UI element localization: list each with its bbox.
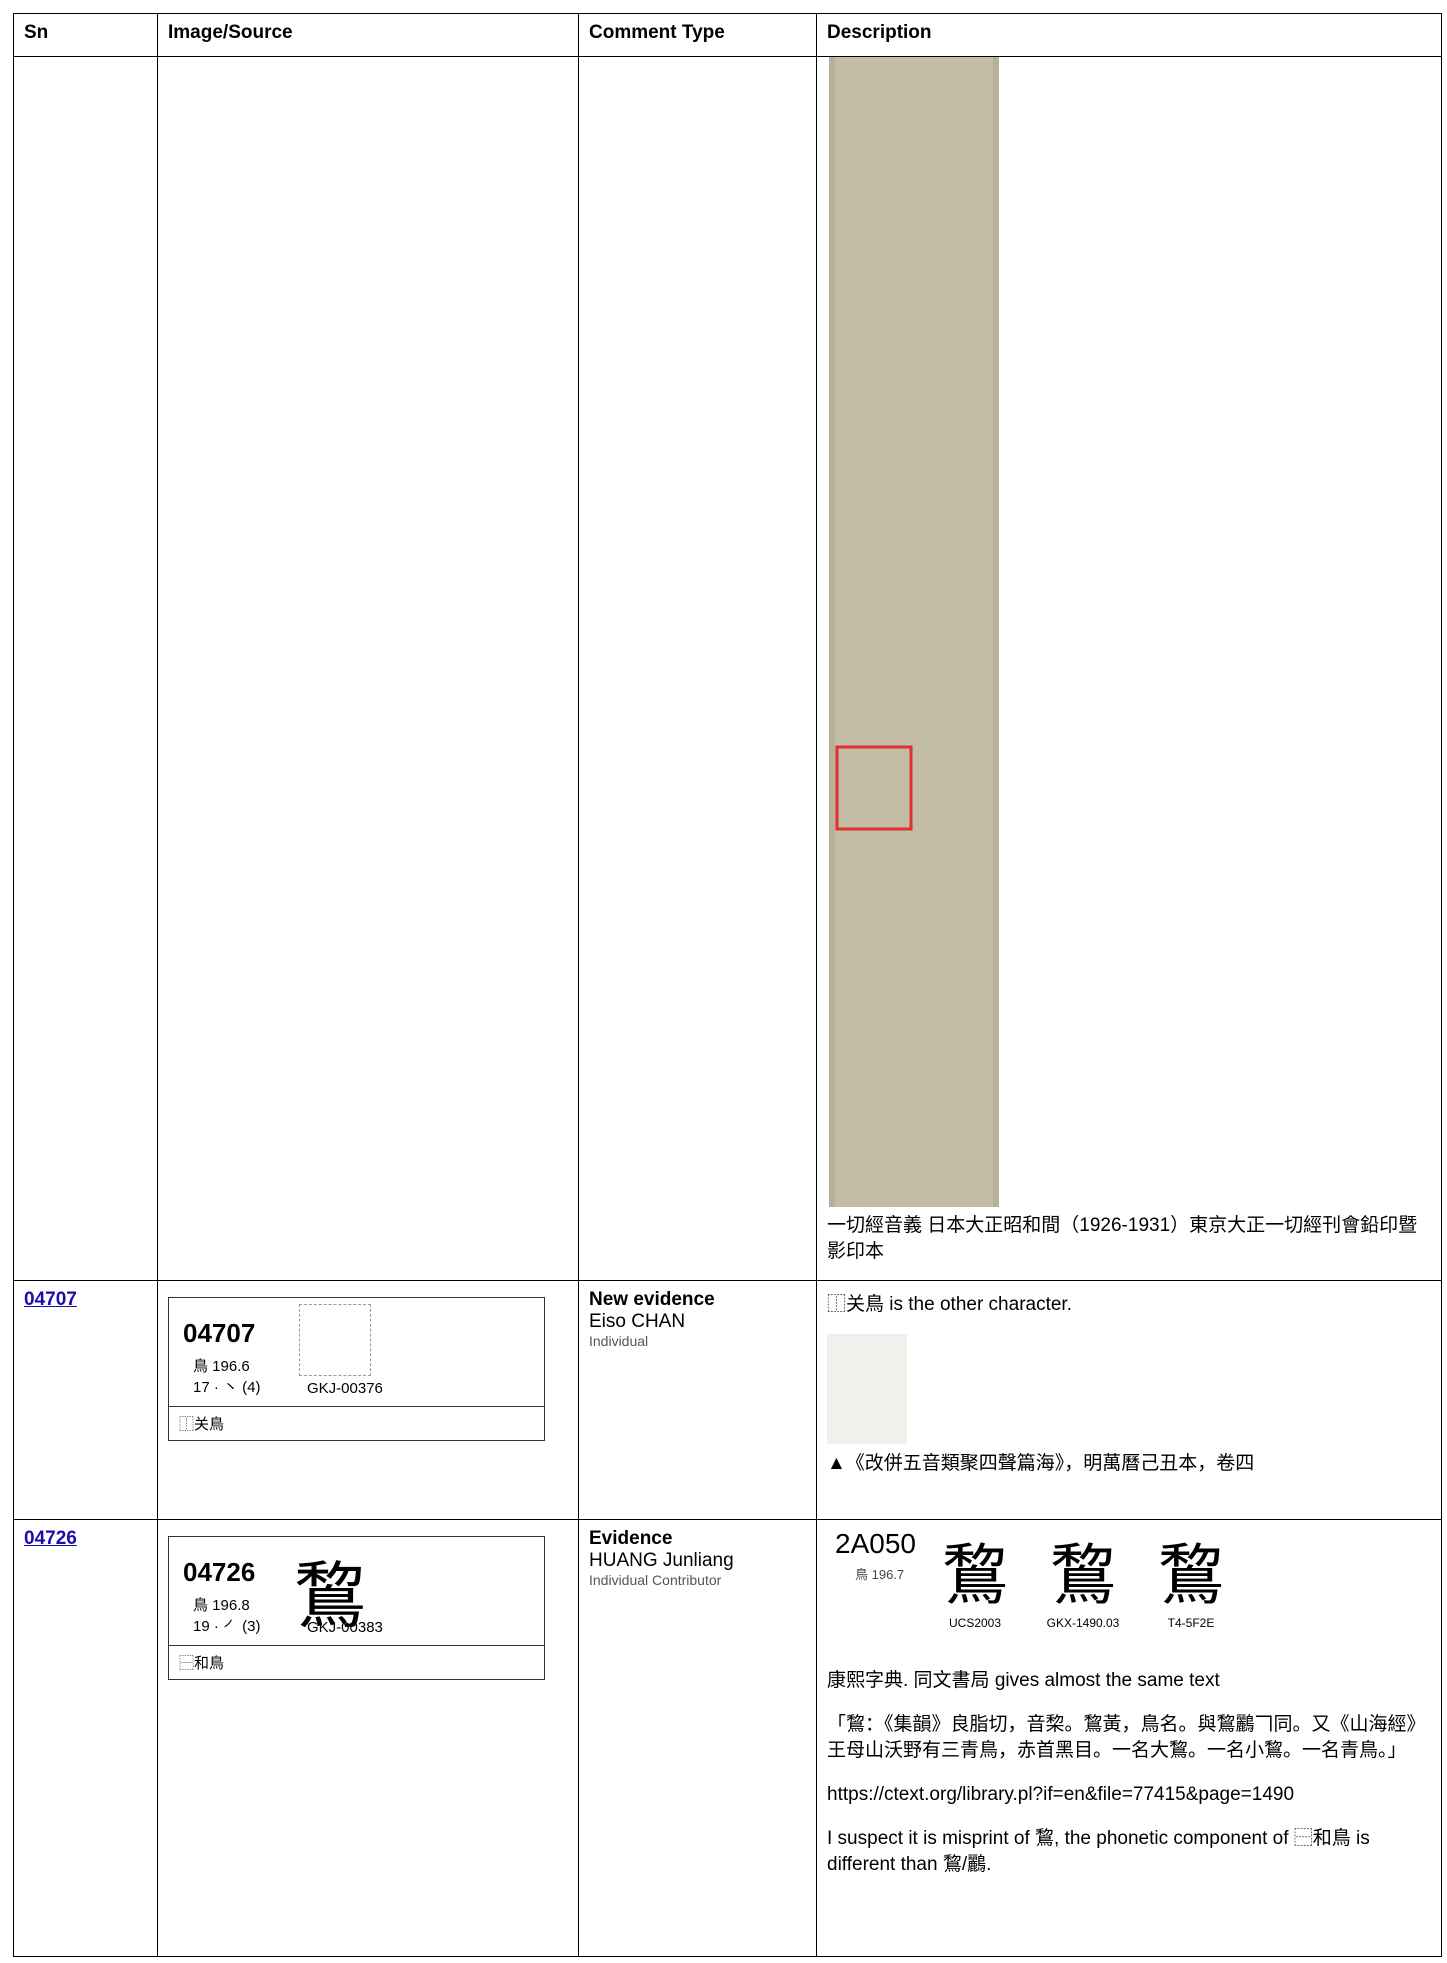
row: 04726 04726 鵹 鳥 196.8 19 · ㇒ (3) GKJ-003…: [13, 1519, 1442, 1957]
cell: [13, 56, 158, 1281]
glyph-label: UCS2003: [948, 1616, 1002, 1630]
row: 04707 04707 鳥 196.6 17 · ㇔ (4) GKJ-00376…: [13, 1280, 1442, 1520]
cell: 2A050 鳥 196.7 鵹 UCS2003 鵹 GKX-1490.03 鵹 T4-5F…: [816, 1519, 1442, 1957]
cell: New evidence Eiso CHAN Individual: [578, 1280, 817, 1520]
cell: 04726: [13, 1519, 158, 1957]
evidence-image: [827, 1334, 907, 1444]
panel-radical: 鳥 196.7: [855, 1567, 905, 1582]
author: HUANG Junliang: [589, 1550, 734, 1571]
glyph: 鵹: [1050, 1537, 1116, 1614]
header-cell: Comment Type: [578, 13, 817, 57]
cell: 04707: [13, 1280, 158, 1520]
paragraph: I suspect it is misprint of 鵹, the phone…: [827, 1828, 1370, 1875]
row: 一切經音義 日本大正昭和間（1926-1931）東京大正一切經刊會鉛印暨影印本: [13, 56, 1442, 1281]
cell: 04707 鳥 196.6 17 · ㇔ (4) GKJ-00376 ⿰关鳥: [157, 1280, 579, 1520]
header-cell: Image/Source: [157, 13, 579, 57]
glyph-card: 04726 鵹 鳥 196.8 19 · ㇒ (3) GKJ-00383 ⿱和鳥: [168, 1536, 545, 1680]
card-ids: ⿱和鳥: [169, 1645, 544, 1679]
paragraph: https://ctext.org/library.pl?if=en&file=…: [827, 1784, 1295, 1805]
author: Eiso CHAN: [589, 1311, 686, 1332]
role: Individual: [589, 1333, 649, 1349]
cell: 04726 鵹 鳥 196.8 19 · ㇒ (3) GKJ-00383 ⿱和鳥: [157, 1519, 579, 1957]
sn-link[interactable]: 04726: [24, 1528, 77, 1549]
header-cell: Sn: [13, 13, 158, 57]
card-strokes: 17 · ㇔ (4): [193, 1379, 261, 1396]
glyph: 鵹: [1158, 1537, 1224, 1614]
cell: [578, 56, 817, 1281]
cell: ⿰关鳥 is the other character. ▲《改併五音類聚四聲篇海…: [816, 1280, 1442, 1520]
description-text: ⿰关鳥 is the other character.: [827, 1294, 1072, 1315]
card-strokes: 19 · ㇒ (3): [193, 1618, 261, 1635]
paragraph: 康熙字典. 同文書局 gives almost the same text: [827, 1670, 1220, 1691]
card-id: 04707: [183, 1318, 256, 1348]
role: Individual Contributor: [589, 1572, 722, 1588]
code: 2A050: [835, 1528, 916, 1559]
caption: ▲《改併五音類聚四聲篇海》，明萬曆己丑本，卷四: [827, 1453, 1255, 1474]
card-glyph: 鵹: [294, 1554, 367, 1638]
cell: 一切經音義 日本大正昭和間（1926-1931）東京大正一切經刊會鉛印暨影印本: [816, 56, 1442, 1281]
card-radical: 鳥 196.6: [193, 1358, 250, 1375]
glyph-card: 04707 鳥 196.6 17 · ㇔ (4) GKJ-00376 ⿰关鳥: [168, 1297, 545, 1441]
header-cell: Description: [816, 13, 1442, 57]
cell: [157, 56, 579, 1281]
card-radical: 鳥 196.8: [193, 1597, 250, 1614]
glyph-image: [299, 1304, 371, 1376]
comment-type: Evidence: [589, 1528, 673, 1549]
scan-image: [829, 57, 999, 1207]
sn-link[interactable]: 04707: [24, 1289, 77, 1310]
glyph-panel: 2A050 鳥 196.7 鵹 UCS2003 鵹 GKX-1490.03 鵹 T4-5F…: [827, 1528, 1431, 1648]
caption: 一切經音義 日本大正昭和間（1926-1931）東京大正一切經刊會鉛印暨影印本: [827, 1215, 1418, 1262]
glyph-label: T4-5F2E: [1167, 1616, 1215, 1630]
paragraph: 「鵹：《集韻》良脂切，音棃。鵹黃，鳥名。與鵹鸝𠃍同。又《山海經》王母山沃野有三青…: [827, 1714, 1426, 1761]
card-source: GKJ-00383: [307, 1619, 383, 1636]
comment-type: New evidence: [589, 1289, 715, 1310]
card-ids: ⿰关鳥: [169, 1406, 544, 1440]
card-source: GKJ-00376: [307, 1380, 383, 1397]
comment-table: Sn Image/Source Comment Type Description…: [13, 13, 1442, 1957]
glyph-label: GKX-1490.03: [1046, 1616, 1120, 1630]
paragraphs: 康熙字典. 同文書局 gives almost the same text 「鵹：…: [827, 1668, 1431, 1878]
card-id: 04726: [183, 1557, 256, 1587]
header-row: Sn Image/Source Comment Type Description: [13, 13, 1442, 57]
glyph: 鵹: [942, 1537, 1008, 1614]
cell: Evidence HUANG Junliang Individual Contrib…: [578, 1519, 817, 1957]
